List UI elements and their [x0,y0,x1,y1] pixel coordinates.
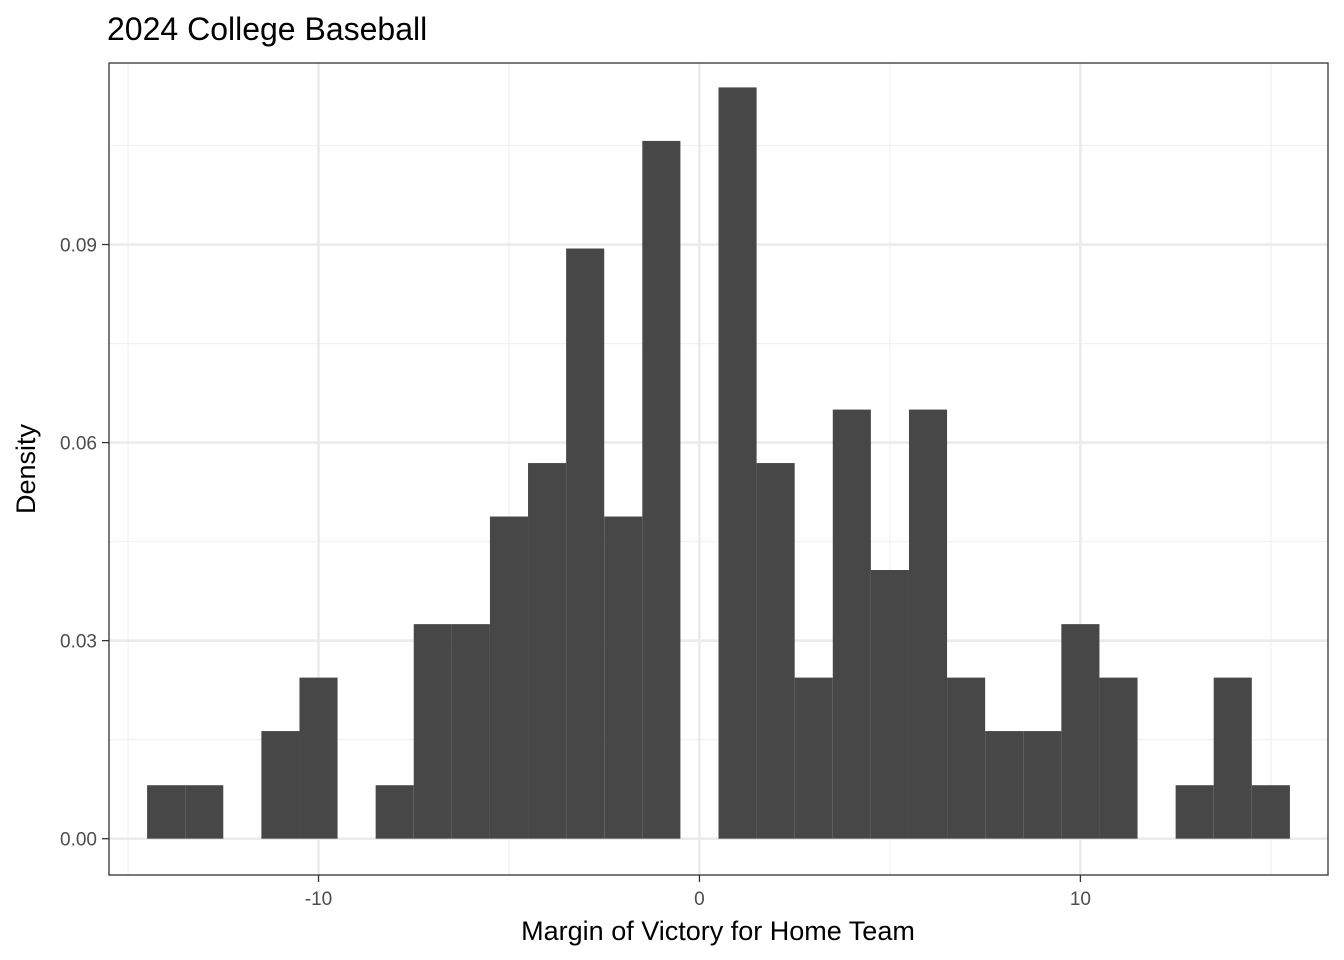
y-tick-label: 0.03 [60,632,97,653]
histogram-bar [1175,785,1214,839]
x-tick-label: -10 [305,889,332,910]
y-tick-label: 0.09 [60,236,97,257]
y-axis: 0.00 0.03 0.06 0.09 [60,236,109,851]
plot-border [108,62,1329,876]
histogram-bar [489,516,529,839]
histogram-bar [528,463,567,839]
x-tick-label: 10 [1070,889,1091,910]
histogram-bar [832,409,871,839]
histogram-bar [413,624,452,839]
histogram-bar [1099,677,1138,839]
histogram-bar [566,248,605,839]
histogram-bar [947,677,986,839]
histogram-bar [1023,731,1062,839]
histogram-bar [642,140,681,839]
histogram-bar [908,409,948,839]
y-axis-title: Density [11,423,41,514]
histogram-bars [147,87,1290,839]
chart-title: 2024 College Baseball [107,11,427,47]
histogram-bar [870,570,909,839]
histogram-bar [985,731,1024,839]
y-tick-label: 0.06 [60,434,97,455]
histogram-bar [451,624,490,839]
histogram-bar [299,677,338,839]
histogram-bar [756,463,795,839]
x-axis: -10 0 10 [305,875,1091,910]
histogram-bar [147,785,186,839]
histogram-bar [1213,677,1252,839]
x-axis-title: Margin of Victory for Home Team [521,916,915,946]
histogram-bar [1251,785,1290,839]
x-tick-label: 0 [694,889,705,910]
histogram-bar [794,677,833,839]
histogram-bar [718,87,757,839]
y-tick-label: 0.00 [60,830,97,851]
histogram-bar [185,785,224,839]
histogram-bar [261,731,300,839]
histogram-bar [1061,624,1100,839]
histogram-bar [375,785,414,839]
histogram-bar [604,516,643,839]
